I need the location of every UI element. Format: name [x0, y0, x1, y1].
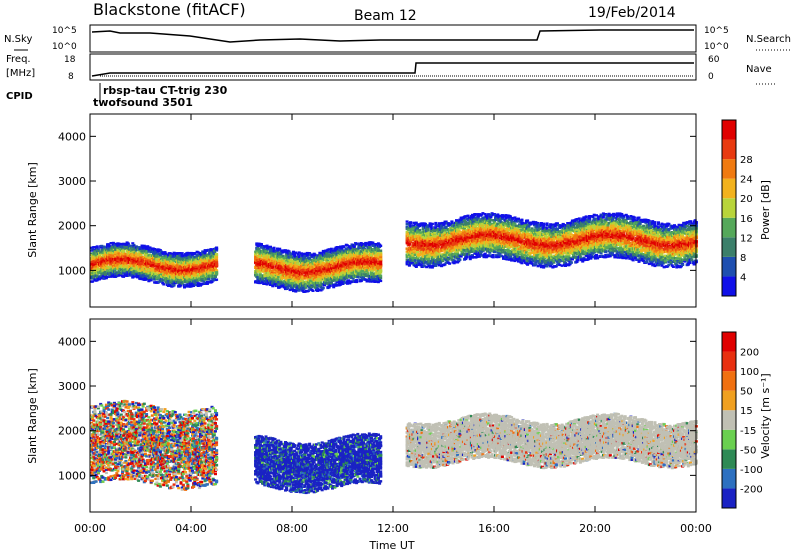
- freq-label-2: [MHz]: [6, 68, 35, 79]
- nsky-tick-bottom: 10^0: [52, 42, 77, 52]
- radar-title: Blackstone (fitACF): [93, 0, 246, 19]
- nsky-label: N.Sky: [4, 34, 32, 45]
- date-label: 19/Feb/2014: [588, 5, 676, 21]
- freq-label-1: Freq.: [6, 54, 31, 65]
- radar-plot: Blackstone (fitACF) Beam 12 19/Feb/2014 …: [0, 0, 800, 554]
- freq-tick-top: 18: [64, 55, 76, 65]
- scatter-cell: [215, 264, 218, 266]
- scatter-cell: [162, 283, 165, 285]
- scatter-cell: [215, 271, 218, 273]
- scatter-cell: [215, 253, 218, 255]
- nsky-tick-top: 10^5: [52, 26, 77, 36]
- nsky-panel: [90, 25, 696, 52]
- scatter-cell: [173, 284, 176, 286]
- nsky-trace: [92, 30, 694, 42]
- freq-trace: [92, 63, 694, 76]
- nsearch-label: N.Search: [746, 34, 791, 45]
- scatter-cell: [96, 246, 99, 248]
- nave-tick-top: 60: [708, 55, 720, 65]
- scatter-cell: [215, 248, 218, 250]
- freq-tick-bottom: 8: [68, 72, 74, 82]
- scatter-cell: [273, 247, 276, 249]
- scatter-cell: [214, 276, 217, 278]
- nsearch-tick-bottom: 10^0: [704, 42, 729, 52]
- nsearch-tick-top: 10^5: [704, 26, 729, 36]
- cpid-mode-2: twofsound 3501: [93, 96, 193, 109]
- scatter-cell: [215, 261, 218, 263]
- nave-tick-bottom: 0: [708, 72, 714, 82]
- cpid-label: CPID: [6, 91, 33, 102]
- scatter-cell: [215, 257, 218, 259]
- scatter-cell: [215, 279, 218, 281]
- beam-label: Beam 12: [354, 8, 417, 24]
- scatter-cell: [291, 282, 294, 284]
- scatter-cell: [255, 273, 258, 275]
- nave-label: Nave: [746, 64, 772, 75]
